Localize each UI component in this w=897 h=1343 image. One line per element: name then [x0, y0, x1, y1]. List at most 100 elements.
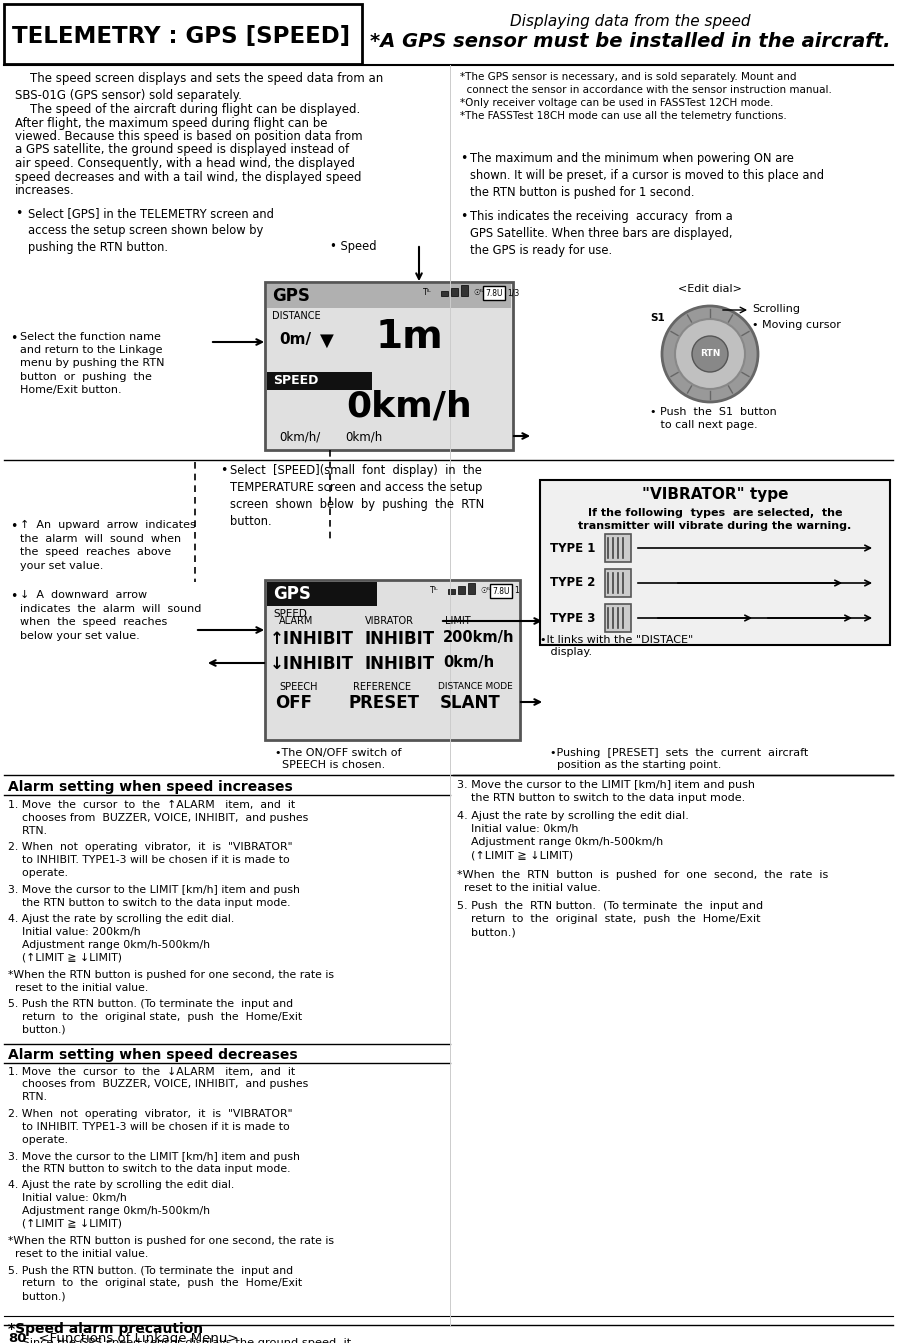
Bar — [605, 604, 631, 633]
Text: RTN: RTN — [700, 349, 720, 359]
Circle shape — [675, 320, 745, 389]
Text: •: • — [220, 463, 227, 477]
Text: *When the RTN button is pushed for one second, the rate is
  reset to the initia: *When the RTN button is pushed for one s… — [8, 970, 334, 992]
Text: • Moving cursor: • Moving cursor — [752, 320, 840, 330]
Text: 5. Push the RTN button. (To terminate the  input and
    return  to  the  origin: 5. Push the RTN button. (To terminate th… — [8, 1265, 302, 1301]
Text: 1: 1 — [514, 586, 518, 595]
Text: ↓  A  downward  arrow
indicates  the  alarm  will  sound
when  the  speed  reach: ↓ A downward arrow indicates the alarm w… — [20, 590, 201, 641]
Text: •The ON/OFF switch of
  SPEECH is chosen.: •The ON/OFF switch of SPEECH is chosen. — [275, 748, 402, 771]
Text: •: • — [460, 210, 467, 223]
Text: •: • — [10, 520, 17, 533]
Text: If the following  types  are selected,  the
transmitter will vibrate during the : If the following types are selected, the… — [579, 508, 851, 530]
Text: GPS: GPS — [272, 287, 309, 305]
Text: ALARM: ALARM — [279, 616, 313, 626]
Bar — [605, 569, 631, 598]
Text: Since the GPS speed sensor displays the ground speed, it
cannot be used as a sta: Since the GPS speed sensor displays the … — [8, 1338, 366, 1343]
Bar — [483, 286, 505, 299]
Bar — [267, 372, 372, 389]
Text: 4. Ajust the rate by scrolling the edit dial.
    Initial value: 0km/h
    Adjus: 4. Ajust the rate by scrolling the edit … — [8, 1180, 234, 1229]
Bar — [605, 535, 631, 561]
Text: TYPE 3: TYPE 3 — [550, 611, 596, 624]
Bar — [451, 287, 458, 295]
Text: TYPE 2: TYPE 2 — [550, 576, 596, 590]
Text: Select [GPS] in the TELEMETRY screen and
access the setup screen shown below by
: Select [GPS] in the TELEMETRY screen and… — [28, 207, 274, 254]
Bar — [267, 283, 511, 308]
Bar — [468, 583, 475, 594]
Text: <Functions of Linkage Menu>: <Functions of Linkage Menu> — [30, 1332, 239, 1343]
Text: 2. When  not  operating  vibrator,  it  is  "VIBRATOR"
    to INHIBIT. TYPE1-3 w: 2. When not operating vibrator, it is "V… — [8, 1109, 292, 1144]
Text: 0m/: 0m/ — [279, 332, 311, 346]
Text: ↑INHIBIT: ↑INHIBIT — [270, 630, 354, 649]
Text: SPEED: SPEED — [273, 608, 307, 619]
Text: 0km/h: 0km/h — [345, 430, 382, 443]
Text: Scrolling: Scrolling — [752, 304, 800, 314]
Text: 1. Move  the  cursor  to  the  ↑ALARM   item,  and  it
    chooses from  BUZZER,: 1. Move the cursor to the ↑ALARM item, a… — [8, 800, 309, 835]
Text: "VIBRATOR" type: "VIBRATOR" type — [641, 486, 788, 501]
Text: ↓INHIBIT: ↓INHIBIT — [270, 655, 354, 673]
Text: This indicates the receiving  accuracy  from a
GPS Satellite. When three bars ar: This indicates the receiving accuracy fr… — [470, 210, 733, 257]
Text: ☉ᴵᴸ: ☉ᴵᴸ — [480, 586, 491, 595]
Text: <Edit dial>: <Edit dial> — [678, 283, 742, 294]
Text: 3. Move the cursor to the LIMIT [km/h] item and push
    the RTN button to switc: 3. Move the cursor to the LIMIT [km/h] i… — [8, 885, 300, 908]
Text: LIMIT: LIMIT — [445, 616, 471, 626]
Text: Tᴵᴸ: Tᴵᴸ — [423, 287, 431, 297]
Text: 5. Push the RTN button. (To terminate the  input and
    return  to  the  origin: 5. Push the RTN button. (To terminate th… — [8, 999, 302, 1034]
Text: S1: S1 — [650, 313, 666, 324]
Text: 0km/h/: 0km/h/ — [279, 430, 320, 443]
Text: GPS: GPS — [273, 586, 311, 603]
Text: DISTANCE: DISTANCE — [272, 312, 320, 321]
Text: Tᴵᴸ: Tᴵᴸ — [430, 586, 439, 595]
Circle shape — [692, 336, 728, 372]
Bar — [458, 586, 465, 594]
Text: air speed. Consequently, with a head wind, the displayed: air speed. Consequently, with a head win… — [15, 157, 355, 171]
Text: Select the function name
and return to the Linkage
menu by pushing the RTN
butto: Select the function name and return to t… — [20, 332, 164, 395]
Text: Alarm setting when speed decreases: Alarm setting when speed decreases — [8, 1048, 298, 1061]
Bar — [448, 590, 455, 594]
Text: *The GPS sensor is necessary, and is sold separately. Mount and: *The GPS sensor is necessary, and is sol… — [460, 73, 797, 82]
Text: speed decreases and with a tail wind, the displayed speed: speed decreases and with a tail wind, th… — [15, 171, 361, 184]
Bar — [490, 584, 512, 598]
Text: ↑  An  upward  arrow  indicates
the  alarm  will  sound  when
the  speed  reache: ↑ An upward arrow indicates the alarm wi… — [20, 520, 196, 571]
Text: Select  [SPEED](small  font  display)  in  the
TEMPERATURE screen and access the: Select [SPEED](small font display) in th… — [230, 463, 484, 528]
Bar — [265, 580, 520, 740]
Bar — [4, 4, 362, 64]
Text: 7.8U: 7.8U — [485, 289, 502, 298]
Text: 200km/h: 200km/h — [443, 630, 515, 645]
Text: 4. Ajust the rate by scrolling the edit dial.
    Initial value: 200km/h
    Adj: 4. Ajust the rate by scrolling the edit … — [8, 915, 234, 963]
Text: 0km/h: 0km/h — [346, 389, 472, 423]
Text: The speed of the aircraft during flight can be displayed.: The speed of the aircraft during flight … — [15, 103, 361, 115]
Text: 4. Ajust the rate by scrolling the edit dial.
    Initial value: 0km/h
    Adjus: 4. Ajust the rate by scrolling the edit … — [457, 811, 689, 860]
Bar — [540, 479, 890, 645]
Text: viewed. Because this speed is based on position data from: viewed. Because this speed is based on p… — [15, 130, 362, 142]
Bar — [461, 285, 468, 295]
Text: •: • — [10, 590, 17, 603]
Text: TELEMETRY : GPS [SPEED]: TELEMETRY : GPS [SPEED] — [12, 24, 350, 47]
Circle shape — [662, 306, 758, 402]
Text: Alarm setting when speed increases: Alarm setting when speed increases — [8, 780, 292, 794]
Text: 3. Move the cursor to the LIMIT [km/h] item and push
    the RTN button to switc: 3. Move the cursor to the LIMIT [km/h] i… — [8, 1151, 300, 1174]
Text: • Speed: • Speed — [330, 240, 377, 252]
Text: SPEED: SPEED — [273, 375, 318, 388]
Text: *The FASSTest 18CH mode can use all the telemetry functions.: *The FASSTest 18CH mode can use all the … — [460, 111, 787, 121]
Text: DISTANCE MODE: DISTANCE MODE — [438, 682, 513, 692]
Text: connect the sensor in accordance with the sensor instruction manual.: connect the sensor in accordance with th… — [460, 85, 832, 95]
Text: The maximum and the minimum when powering ON are
shown. It will be preset, if a : The maximum and the minimum when powerin… — [470, 152, 824, 199]
Text: Displaying data from the speed: Displaying data from the speed — [509, 13, 750, 30]
Text: SLANT: SLANT — [440, 694, 501, 712]
Text: •: • — [10, 332, 17, 345]
Text: OFF: OFF — [275, 694, 312, 712]
Text: ☉ᴵᴸ: ☉ᴵᴸ — [473, 287, 483, 297]
Text: 3. Move the cursor to the LIMIT [km/h] item and push
    the RTN button to switc: 3. Move the cursor to the LIMIT [km/h] i… — [457, 780, 755, 803]
Text: 1m: 1m — [375, 318, 443, 356]
Text: 2. When  not  operating  vibrator,  it  is  "VIBRATOR"
    to INHIBIT. TYPE1-3 w: 2. When not operating vibrator, it is "V… — [8, 842, 292, 878]
Text: 0km/h: 0km/h — [443, 655, 494, 670]
Text: increases.: increases. — [15, 184, 74, 197]
Text: 7.8U: 7.8U — [492, 587, 509, 595]
Text: • Push  the  S1  button
   to call next page.: • Push the S1 button to call next page. — [650, 407, 777, 430]
Text: 5. Push  the  RTN button.  (To terminate  the  input and
    return  to  the  or: 5. Push the RTN button. (To terminate th… — [457, 901, 763, 937]
Text: VIBRATOR: VIBRATOR — [365, 616, 414, 626]
Text: a GPS satellite, the ground speed is displayed instead of: a GPS satellite, the ground speed is dis… — [15, 144, 349, 157]
Text: SPEECH: SPEECH — [279, 682, 318, 692]
Text: •: • — [15, 207, 22, 220]
Text: *When the RTN button is pushed for one second, the rate is
  reset to the initia: *When the RTN button is pushed for one s… — [8, 1237, 334, 1260]
